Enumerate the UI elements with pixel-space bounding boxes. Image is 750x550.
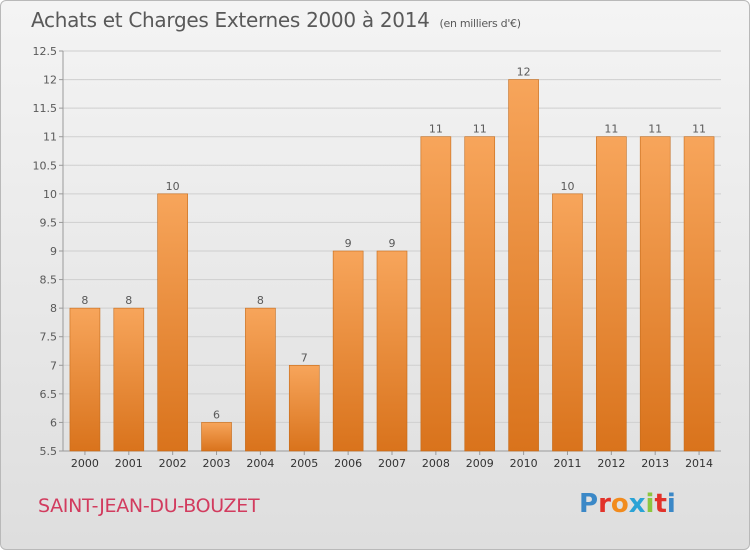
logo-letter: P (579, 489, 599, 519)
x-tick-label: 2008 (422, 457, 450, 470)
chart-unit: (en milliers d'€) (439, 17, 521, 30)
data-labels: 8 8 10 6 8 7 9 9 11 11 12 10 11 11 11 (81, 66, 706, 422)
logo-letter: o (610, 489, 629, 519)
logo-letter: r (598, 489, 611, 519)
x-tick-label: 2012 (597, 457, 625, 470)
y-tick-label: 7 (50, 359, 57, 372)
y-tick-label: 5.5 (40, 445, 58, 458)
y-tick-label: 9 (50, 245, 57, 258)
proxiti-logo[interactable]: Proxiti (579, 489, 676, 519)
data-label: 10 (166, 180, 180, 193)
data-label: 8 (257, 294, 264, 307)
logo-letter: i (666, 489, 676, 519)
data-label: 11 (473, 123, 487, 136)
data-label: 12 (517, 66, 531, 79)
y-tick-label: 9.5 (40, 216, 58, 229)
x-tick-label: 2007 (378, 457, 406, 470)
x-tick-label: 2005 (290, 457, 318, 470)
chart-title: Achats et Charges Externes 2000 à 2014 (e… (31, 8, 521, 32)
bar-2006 (332, 250, 364, 452)
bar-2013 (639, 136, 671, 452)
x-tick-label: 2009 (466, 457, 494, 470)
bar-2008 (420, 136, 452, 452)
y-tick-label: 7.5 (40, 331, 58, 344)
bar-2007 (376, 250, 408, 452)
bar-2004 (245, 307, 276, 452)
bar-2003 (201, 422, 232, 452)
y-tick-label: 8.5 (40, 274, 58, 287)
data-label: 7 (301, 351, 308, 364)
x-tick-label: 2014 (685, 457, 713, 470)
x-tick-label: 2013 (641, 457, 669, 470)
data-label: 11 (648, 123, 662, 136)
x-tick-label: 2010 (510, 457, 538, 470)
data-label: 11 (429, 123, 443, 136)
y-tick-label: 12 (43, 74, 57, 87)
data-label: 11 (604, 123, 618, 136)
y-tick-label: 12.5 (33, 45, 58, 58)
y-tick-label: 6 (50, 416, 57, 429)
place-name: SAINT-JEAN-DU-BOUZET (38, 495, 260, 517)
x-tick-label: 2003 (203, 457, 231, 470)
x-tick-label: 2001 (115, 457, 143, 470)
x-tick-label: 2002 (159, 457, 187, 470)
bar-2005 (288, 364, 320, 452)
logo-letter: t (654, 489, 667, 519)
data-label: 11 (692, 123, 706, 136)
x-tick-label: 2004 (246, 457, 274, 470)
bar-2001 (113, 307, 145, 452)
logo-letter: x (628, 489, 646, 519)
data-label: 8 (81, 294, 88, 307)
x-tick-label: 2000 (71, 457, 99, 470)
chart-title-text: Achats et Charges Externes 2000 à 2014 (31, 8, 430, 32)
x-tick-label: 2006 (334, 457, 362, 470)
y-tick-label: 6.5 (40, 388, 58, 401)
logo-letter: i (645, 489, 655, 519)
y-tick-label: 11 (43, 131, 57, 144)
bar-2009 (464, 136, 496, 452)
y-tick-label: 10.5 (33, 159, 58, 172)
bar-2010 (508, 79, 539, 452)
data-label: 6 (213, 408, 220, 421)
bar-2000 (69, 307, 101, 452)
data-label: 9 (345, 237, 352, 250)
bar-2012 (596, 136, 627, 452)
data-label: 8 (125, 294, 132, 307)
y-tick-label: 8 (50, 302, 57, 315)
bar-2011 (552, 193, 583, 452)
bar-2002 (157, 193, 188, 452)
bars (69, 79, 715, 452)
y-tick-label: 10 (43, 188, 57, 201)
data-label: 10 (560, 180, 574, 193)
y-tick-label: 11.5 (33, 102, 58, 115)
bar-2014 (683, 136, 715, 452)
x-tick-label: 2011 (553, 457, 581, 470)
data-label: 9 (389, 237, 396, 250)
